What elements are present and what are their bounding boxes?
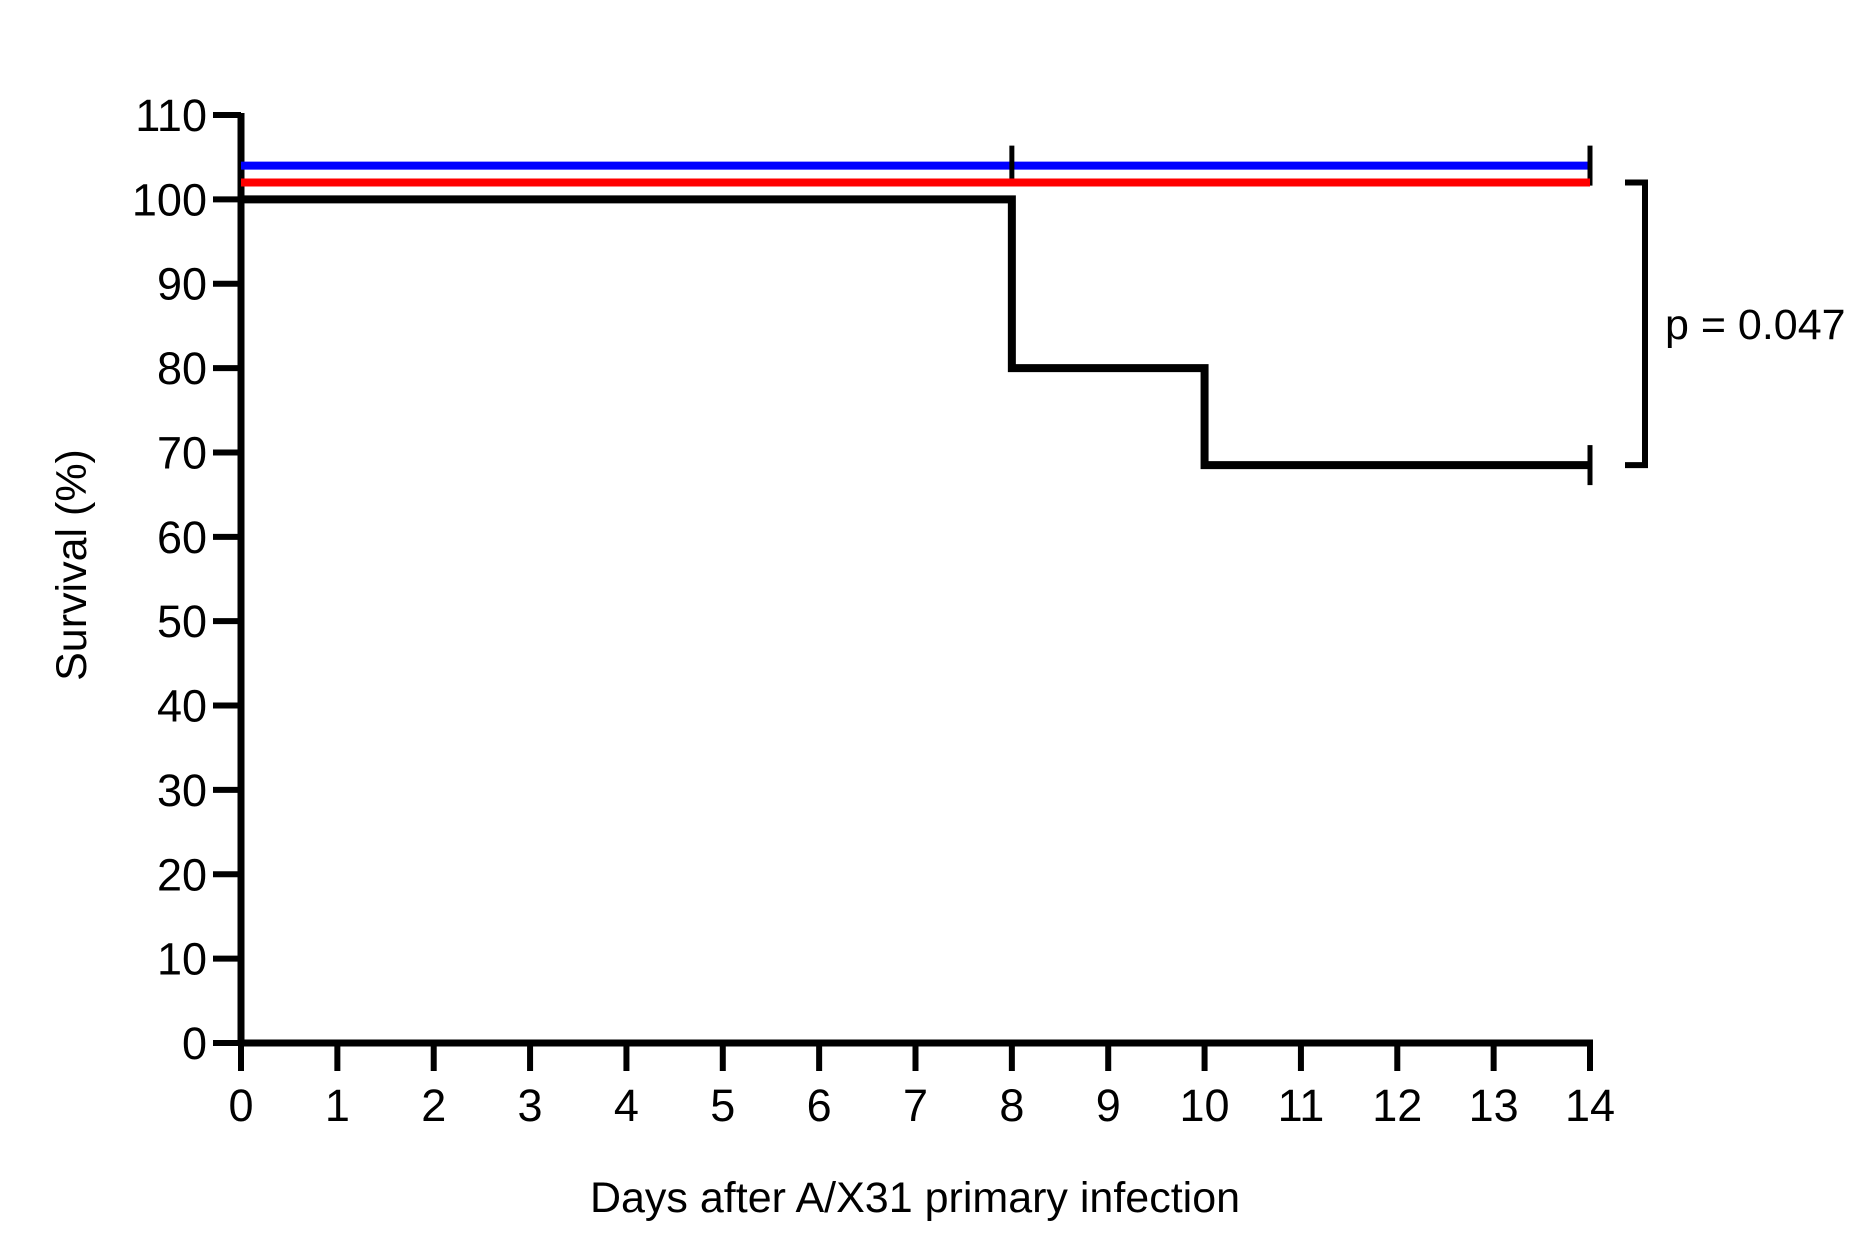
x-axis-title: Days after A/X31 primary infection xyxy=(590,1174,1240,1222)
y-tick-label: 50 xyxy=(157,596,207,647)
y-tick-label: 110 xyxy=(135,90,207,141)
x-tick-label: 7 xyxy=(903,1080,928,1131)
y-tick-label: 0 xyxy=(182,1018,207,1069)
y-axis-title: Survival (%) xyxy=(48,449,96,681)
y-tick-label: 20 xyxy=(157,849,207,900)
x-tick-label: 8 xyxy=(999,1080,1024,1131)
y-tick-label: 100 xyxy=(132,174,207,225)
x-tick-label: 14 xyxy=(1565,1080,1615,1131)
x-tick-label: 2 xyxy=(421,1080,446,1131)
x-tick-label: 13 xyxy=(1469,1080,1519,1131)
x-tick-label: 11 xyxy=(1278,1080,1325,1131)
y-tick-label: 30 xyxy=(157,765,207,816)
x-tick-label: 4 xyxy=(614,1080,639,1131)
series-layer xyxy=(241,145,1593,486)
p-value-label: p = 0.047 xyxy=(1665,301,1846,349)
x-tick-label: 9 xyxy=(1096,1080,1121,1131)
annotation-layer: p = 0.047 xyxy=(1625,179,1846,469)
y-tick-label: 80 xyxy=(157,343,207,394)
significance-bracket xyxy=(1625,179,1648,469)
x-tick-label: 10 xyxy=(1180,1080,1230,1131)
x-tick-label: 12 xyxy=(1372,1080,1422,1131)
y-tick-label: 70 xyxy=(157,427,207,478)
x-tick-label: 5 xyxy=(710,1080,735,1131)
x-tick-label: 3 xyxy=(518,1080,543,1131)
x-tick-label: 6 xyxy=(807,1080,832,1131)
y-tick-label: 90 xyxy=(157,259,207,310)
y-tick-label: 40 xyxy=(157,681,207,732)
x-tick-label: 1 xyxy=(325,1080,350,1131)
y-tick-label: 60 xyxy=(157,512,207,563)
series-line-3 xyxy=(241,195,1590,470)
y-tick-label: 10 xyxy=(157,934,207,985)
x-tick-label: 0 xyxy=(228,1080,253,1131)
